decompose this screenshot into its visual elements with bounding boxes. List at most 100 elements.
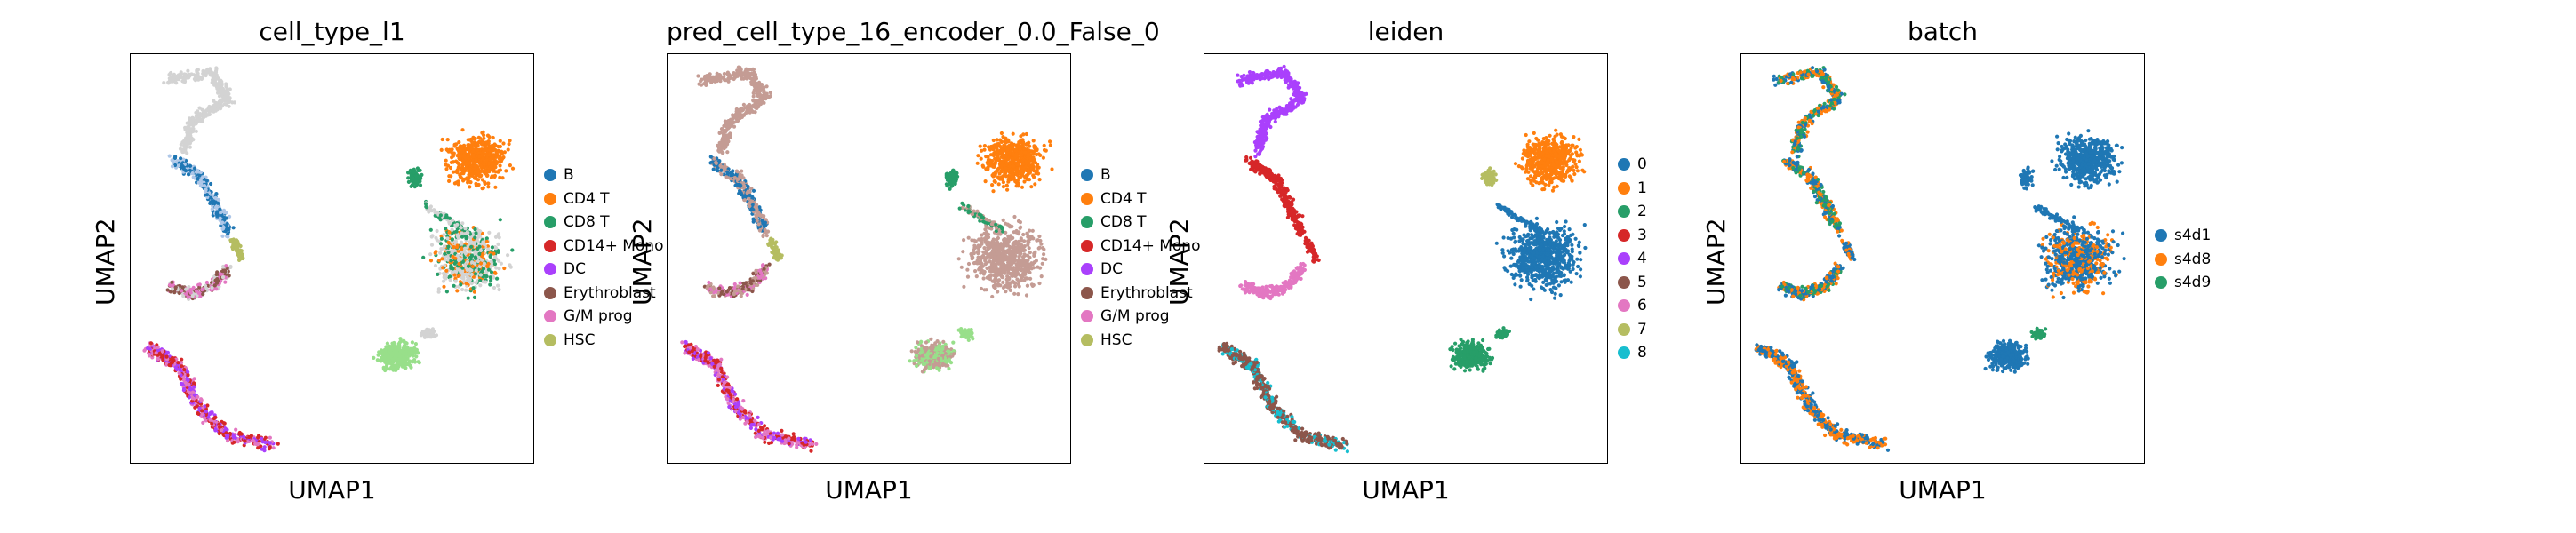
cell-point xyxy=(403,362,407,367)
cell-point xyxy=(722,129,726,133)
cell-point xyxy=(767,94,772,99)
cell-point xyxy=(755,219,759,223)
cell-point xyxy=(763,220,767,225)
legend-label: DC xyxy=(564,260,586,279)
cell-point xyxy=(414,174,419,179)
cell-point xyxy=(748,190,752,195)
cell-point xyxy=(182,368,187,372)
cell-point xyxy=(809,449,813,453)
cell-point xyxy=(180,289,184,293)
cell-point xyxy=(176,361,180,365)
cell-point xyxy=(768,238,772,243)
cell-point xyxy=(720,286,724,290)
cell-point xyxy=(727,286,732,290)
cell-point xyxy=(484,152,488,156)
cell-point xyxy=(404,346,409,350)
cell-point xyxy=(496,144,500,149)
cell-point xyxy=(220,91,225,96)
cell-point xyxy=(719,164,724,169)
cell-point xyxy=(188,290,193,295)
cell-point xyxy=(403,365,407,370)
cell-point xyxy=(748,203,752,209)
cell-point xyxy=(454,159,459,163)
cell-point xyxy=(415,350,420,354)
cell-point xyxy=(179,75,183,79)
cell-point xyxy=(450,219,455,223)
cell-point xyxy=(167,362,172,368)
cell-point xyxy=(726,119,731,123)
cell-point xyxy=(507,142,511,147)
cell-point xyxy=(481,266,486,271)
cell-point xyxy=(471,286,476,290)
cell-point xyxy=(177,163,181,168)
cell-point xyxy=(445,236,450,241)
cell-point xyxy=(756,104,761,109)
cell-point xyxy=(762,223,767,228)
cell-point xyxy=(225,227,229,231)
cell-point xyxy=(508,265,513,269)
cell-point xyxy=(728,123,732,128)
cell-point xyxy=(204,280,209,285)
cell-point xyxy=(412,167,416,171)
cell-point xyxy=(385,353,389,357)
cell-point xyxy=(740,107,746,112)
cell-point xyxy=(737,191,741,195)
cell-point xyxy=(708,72,712,76)
cell-point xyxy=(178,147,183,151)
cell-point xyxy=(396,357,400,362)
cell-point xyxy=(227,274,231,278)
cell-point xyxy=(214,272,219,277)
cell-point xyxy=(392,340,396,346)
cell-point xyxy=(208,411,212,416)
cell-point xyxy=(746,184,750,189)
cell-point xyxy=(218,99,222,103)
cell-point xyxy=(480,187,484,191)
cell-point xyxy=(762,91,766,95)
cell-point xyxy=(724,175,729,179)
cell-point xyxy=(445,138,450,142)
cell-point xyxy=(454,270,459,274)
cell-point xyxy=(441,279,446,283)
cell-point xyxy=(496,283,500,288)
cell-point xyxy=(474,268,478,273)
cell-point xyxy=(704,81,708,85)
cell-point xyxy=(179,156,183,161)
legend-item: HSC xyxy=(544,329,663,353)
cell-point xyxy=(479,169,484,173)
cell-point xyxy=(492,147,497,151)
cell-point xyxy=(796,441,801,445)
cell-point xyxy=(452,181,457,186)
cell-point xyxy=(477,251,482,256)
cell-point xyxy=(440,257,444,261)
cell-point xyxy=(172,290,177,295)
cell-point xyxy=(231,243,236,247)
cell-point xyxy=(743,281,748,285)
cell-point xyxy=(469,244,474,249)
cell-point xyxy=(1042,143,1046,147)
cell-point xyxy=(175,74,180,78)
cell-point xyxy=(459,226,463,230)
cell-point xyxy=(453,170,458,174)
cell-point xyxy=(421,255,426,259)
cell-point xyxy=(502,266,507,271)
cell-point xyxy=(236,241,241,245)
cell-point xyxy=(490,245,494,250)
cell-point xyxy=(734,289,739,293)
cell-point xyxy=(428,252,433,257)
cell-point xyxy=(739,73,743,78)
cell-point xyxy=(711,294,716,298)
cell-point xyxy=(228,87,232,91)
cell-point xyxy=(708,290,713,295)
cell-point xyxy=(703,359,708,363)
cell-point xyxy=(167,282,172,287)
cell-point xyxy=(263,435,268,440)
cell-point xyxy=(198,184,203,188)
cluster-linker xyxy=(423,199,470,235)
cell-point xyxy=(732,292,736,297)
cell-point xyxy=(723,163,727,168)
cell-point xyxy=(183,125,188,130)
cell-point xyxy=(234,247,238,251)
cell-point xyxy=(480,258,484,263)
cell-point xyxy=(498,163,502,168)
cell-point xyxy=(474,231,478,235)
